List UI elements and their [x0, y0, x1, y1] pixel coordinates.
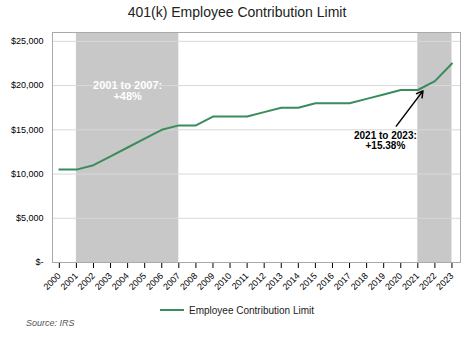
- svg-text:2014: 2014: [281, 271, 302, 292]
- svg-text:2001: 2001: [59, 271, 80, 292]
- svg-text:2009: 2009: [195, 271, 216, 292]
- svg-text:$20,000: $20,000: [11, 80, 44, 90]
- svg-text:2022: 2022: [417, 271, 438, 292]
- svg-text:2021 to 2023:+15.38%: 2021 to 2023:+15.38%: [354, 130, 417, 151]
- svg-text:$15,000: $15,000: [11, 125, 44, 135]
- svg-text:2013: 2013: [263, 271, 284, 292]
- html-text:Employee Contribution Limit: Employee Contribution Limit: [189, 304, 314, 316]
- svg-text:$10,000: $10,000: [11, 169, 44, 179]
- svg-text:2007: 2007: [161, 271, 182, 292]
- html-text:Source: IRS: Source: IRS: [26, 318, 75, 328]
- svg-text:2016: 2016: [315, 271, 336, 292]
- svg-text:2005: 2005: [127, 271, 148, 292]
- svg-text:2001 to 2007:+48%: 2001 to 2007:+48%: [93, 79, 162, 102]
- svg-text:2008: 2008: [178, 271, 199, 292]
- svg-text:2017: 2017: [332, 271, 353, 292]
- svg-text:2023: 2023: [434, 271, 455, 292]
- svg-text:2003: 2003: [93, 271, 114, 292]
- svg-text:2006: 2006: [144, 271, 165, 292]
- svg-text:$25,000: $25,000: [11, 36, 44, 46]
- svg-text:$-: $-: [35, 257, 43, 267]
- svg-text:2011: 2011: [230, 271, 251, 292]
- svg-text:2018: 2018: [349, 271, 370, 292]
- svg-text:2019: 2019: [366, 271, 387, 292]
- svg-text:2004: 2004: [110, 271, 131, 292]
- svg-text:2020: 2020: [383, 271, 404, 292]
- svg-text:2010: 2010: [212, 271, 233, 292]
- html-text:401(k) Employee Contribution L: 401(k) Employee Contribution Limit: [127, 4, 347, 20]
- svg-text:$5,000: $5,000: [16, 213, 44, 223]
- svg-text:2002: 2002: [76, 271, 97, 292]
- svg-text:2012: 2012: [246, 271, 267, 292]
- svg-text:2015: 2015: [298, 271, 319, 292]
- svg-text:2000: 2000: [42, 271, 63, 292]
- svg-text:2021: 2021: [400, 271, 421, 292]
